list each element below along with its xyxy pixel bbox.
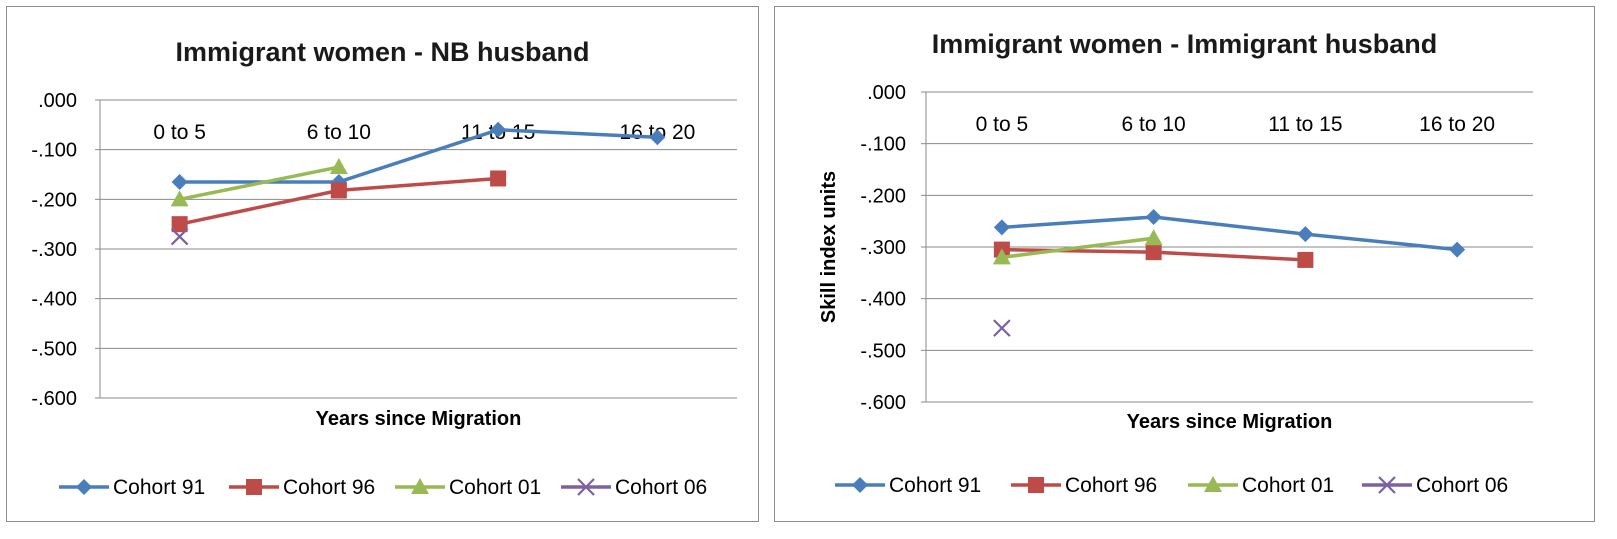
legend-entry: Cohort 06 xyxy=(561,476,707,499)
series-cohort-06 xyxy=(170,227,189,246)
legend-entry: Cohort 01 xyxy=(1188,474,1334,497)
y-tick-label: -.100 xyxy=(860,134,906,156)
series-cohort-91 xyxy=(171,121,666,190)
chart-title: Immigrant women - NB husband xyxy=(175,37,590,67)
series-line xyxy=(179,128,658,184)
y-tick-label: .000 xyxy=(867,82,906,104)
data-point xyxy=(170,190,189,207)
y-tick-label: -.400 xyxy=(31,289,77,311)
legend-entry: Cohort 01 xyxy=(395,476,541,499)
data-point xyxy=(1144,229,1163,246)
data-point xyxy=(329,158,348,175)
series-cohort-01 xyxy=(992,229,1163,265)
legend-entry: Cohort 96 xyxy=(1011,474,1157,497)
y-tick-label: -.500 xyxy=(860,340,906,362)
data-point xyxy=(993,219,1010,236)
legend-label: Cohort 91 xyxy=(113,476,205,499)
legend-marker xyxy=(246,479,262,495)
y-tick-label: -.600 xyxy=(860,392,906,414)
y-tick-label: -.100 xyxy=(31,140,77,162)
y-tick-label: -.200 xyxy=(31,189,77,211)
legend-label: Cohort 06 xyxy=(615,476,707,499)
data-point xyxy=(1297,251,1314,268)
y-tick-label: -.200 xyxy=(860,185,906,207)
data-point xyxy=(1449,241,1466,258)
y-tick-label: -.500 xyxy=(31,338,77,360)
data-point xyxy=(171,173,188,190)
series-line xyxy=(1001,215,1458,252)
data-point xyxy=(1297,226,1314,243)
data-point xyxy=(992,248,1011,265)
legend-entry: Cohort 96 xyxy=(229,476,375,499)
series-cohort-06 xyxy=(993,319,1011,337)
legend-label: Cohort 06 xyxy=(1416,474,1508,497)
x-tick-label: 0 to 5 xyxy=(153,121,206,144)
data-point xyxy=(993,319,1011,337)
legend-entry: Cohort 91 xyxy=(59,476,205,499)
y-axis-label: Skill index units xyxy=(818,171,840,323)
legend-marker xyxy=(577,478,595,496)
y-tick-label: -.400 xyxy=(860,289,906,311)
legend-label: Cohort 01 xyxy=(449,476,541,499)
data-point xyxy=(330,182,347,199)
chart-panel-left: Immigrant women - NB husband .000 -.100 -.… xyxy=(6,6,759,522)
chart-title: Immigrant women - Immigrant husband xyxy=(931,29,1438,59)
legend-label: Cohort 01 xyxy=(1242,474,1334,497)
line-chart-left: .000 -.100 -.200 -.300 -.400 -.500 -.600 0 to 5… xyxy=(31,90,737,499)
data-point xyxy=(490,121,507,138)
data-point xyxy=(170,227,189,246)
data-point xyxy=(1145,244,1162,261)
y-tick-label: -.300 xyxy=(31,239,77,261)
legend-entry: Cohort 91 xyxy=(835,474,981,497)
series-cohort-96 xyxy=(171,170,507,233)
x-tick-label: 6 to 10 xyxy=(1122,113,1186,136)
legend-marker xyxy=(852,477,868,493)
data-point xyxy=(171,216,188,233)
legend-label: Cohort 91 xyxy=(889,474,981,497)
x-axis-label: Years since Migration xyxy=(1127,411,1333,433)
series-cohort-96 xyxy=(993,241,1314,268)
y-tick-label: .000 xyxy=(38,90,77,112)
legend-marker xyxy=(1204,476,1222,492)
legend-label: Cohort 96 xyxy=(283,476,375,499)
x-axis-label: Years since Migration xyxy=(316,408,522,430)
y-tick-label: -.600 xyxy=(31,388,77,410)
series-cohort-01 xyxy=(170,158,348,207)
legend-marker xyxy=(411,478,429,494)
line-chart-right: .000 -.100 -.200 -.300 -.400 -.500 -.600 0 to 5… xyxy=(818,82,1533,497)
data-point xyxy=(1145,209,1162,226)
x-tick-label: 11 to 15 xyxy=(1268,113,1342,136)
y-tick-label: -.300 xyxy=(860,237,906,259)
legend-entry: Cohort 06 xyxy=(1362,474,1508,497)
data-point xyxy=(490,170,507,187)
legend-marker xyxy=(1028,477,1044,493)
x-tick-label: 16 to 20 xyxy=(1419,113,1495,136)
legend-marker xyxy=(1378,476,1396,494)
chart-panel-right: Immigrant women - Immigrant husband .000… xyxy=(774,6,1595,522)
legend-marker xyxy=(76,479,92,495)
series-line xyxy=(1001,236,1154,260)
x-tick-label: 0 to 5 xyxy=(976,113,1029,136)
series-line xyxy=(179,165,340,202)
series-cohort-91 xyxy=(993,209,1466,258)
data-point xyxy=(649,129,666,146)
x-tick-label: 6 to 10 xyxy=(307,121,371,144)
legend-label: Cohort 96 xyxy=(1065,474,1157,497)
